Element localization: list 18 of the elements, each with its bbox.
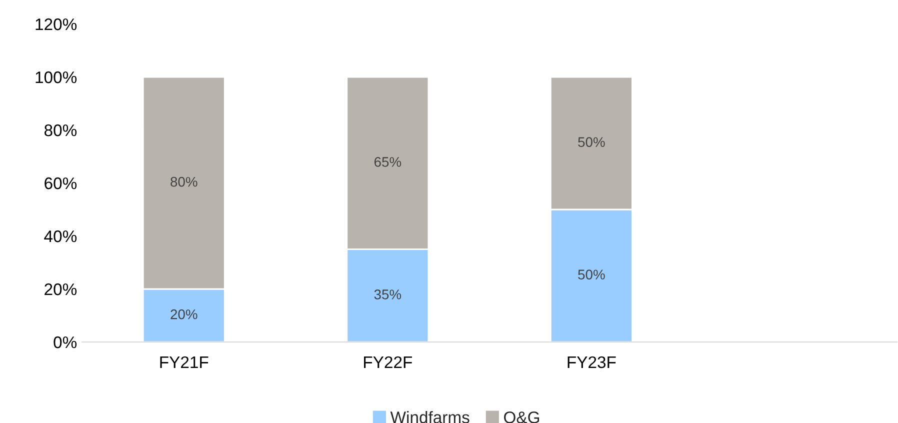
- data-label: 65%: [374, 157, 402, 167]
- legend-label: Windfarms: [390, 411, 470, 423]
- y-tick-label: 0%: [54, 336, 77, 348]
- x-tick-label: FY21F: [160, 356, 208, 368]
- y-tick-label: 20%: [44, 283, 77, 296]
- y-tick-label: 60%: [44, 177, 77, 190]
- y-tick-label: 40%: [44, 230, 77, 242]
- y-tick-label: 120%: [36, 18, 77, 30]
- legend-label: O&G: [504, 412, 540, 423]
- x-tick-label: FY22F: [364, 356, 412, 368]
- y-tick-label: 100%: [36, 71, 77, 84]
- data-label: 35%: [374, 290, 402, 300]
- data-label: 50%: [578, 270, 605, 280]
- data-label: 80%: [170, 176, 198, 187]
- data-label: 20%: [170, 309, 198, 320]
- data-label: 50%: [578, 137, 605, 147]
- y-tick-label: 80%: [44, 124, 77, 136]
- x-tick-label: FY23F: [568, 356, 616, 368]
